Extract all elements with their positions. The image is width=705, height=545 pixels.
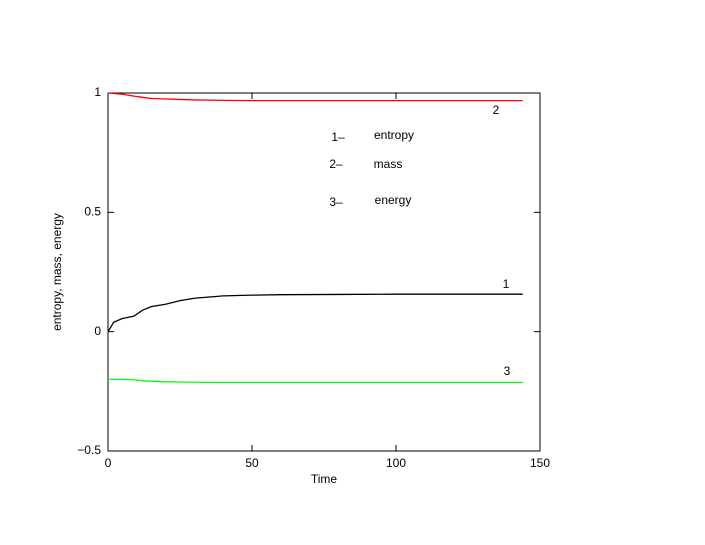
y-tick-label: 0 — [94, 324, 101, 338]
y-tick-label: 0.5 — [84, 205, 101, 219]
line-label: 2 — [493, 103, 500, 117]
line-label: 3 — [504, 364, 511, 378]
legend-key: 3– — [329, 195, 343, 209]
x-tick-label: 0 — [105, 456, 112, 470]
legend-label: energy — [375, 193, 412, 207]
legend-key: 2– — [329, 157, 343, 171]
legend-label: entropy — [374, 128, 414, 142]
series-line — [107, 293, 523, 333]
series-line — [107, 92, 523, 102]
plot-frame — [107, 92, 541, 452]
x-tick-label: 150 — [530, 456, 550, 470]
y-axis-label: entropy, mass, energy — [50, 213, 64, 331]
legend-key: 1– — [331, 130, 345, 144]
line-label: 1 — [503, 277, 510, 291]
x-tick-label: 50 — [245, 456, 259, 470]
y-tick-label: 1 — [94, 85, 101, 99]
y-tick-label: −0.5 — [77, 443, 101, 457]
x-tick-label: 100 — [386, 456, 406, 470]
series-line — [108, 378, 523, 384]
x-axis-label: Time — [311, 472, 338, 486]
legend-label: mass — [374, 157, 403, 171]
